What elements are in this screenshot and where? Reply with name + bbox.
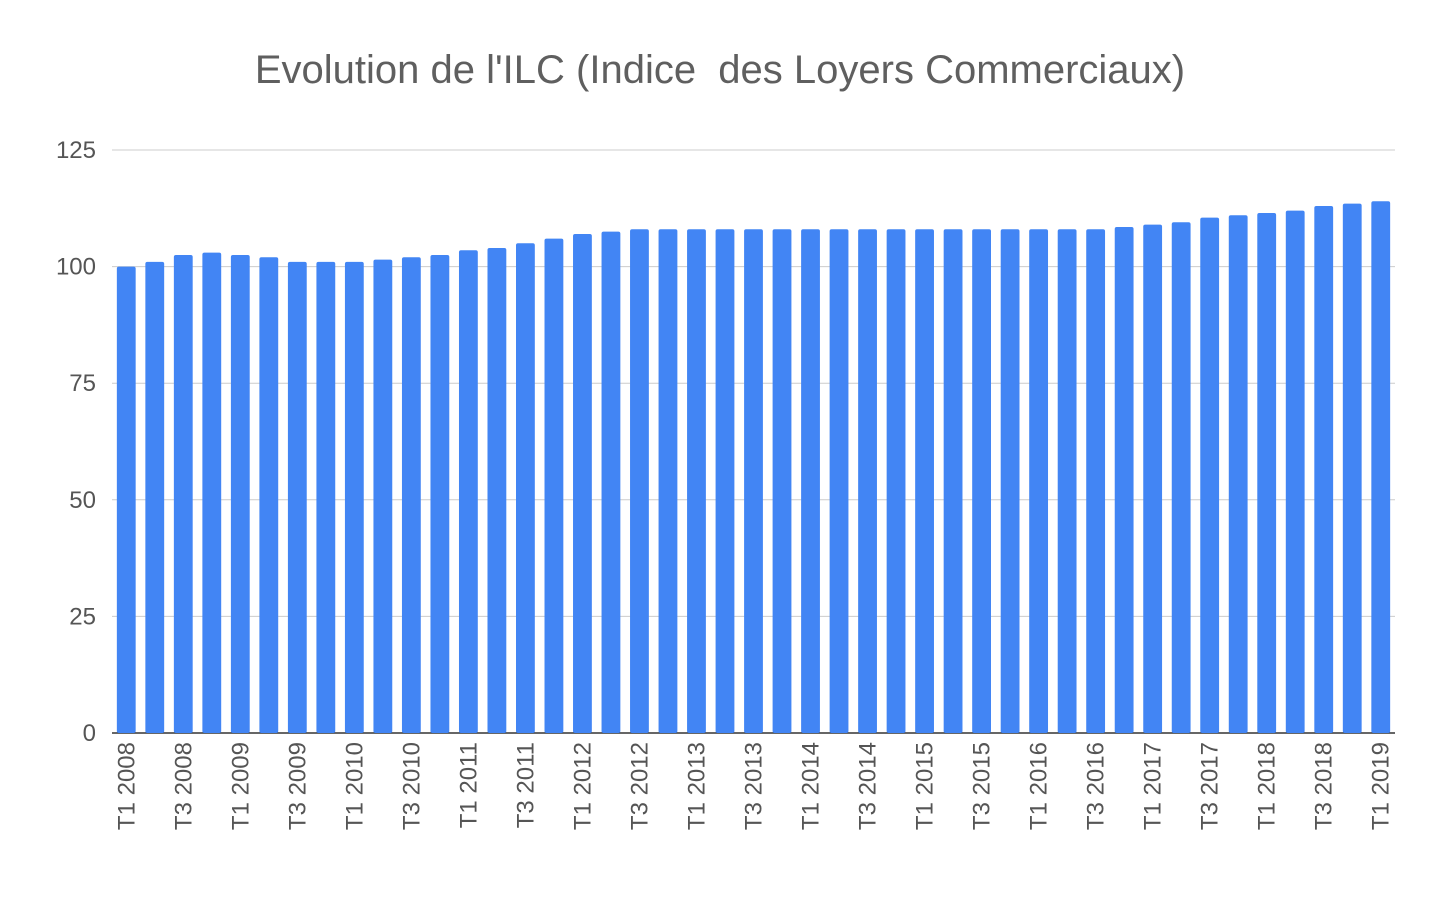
bar bbox=[401, 257, 421, 733]
y-tick-label: 0 bbox=[83, 720, 96, 747]
bar bbox=[344, 261, 364, 733]
bar bbox=[829, 229, 849, 733]
bar bbox=[487, 247, 507, 733]
bar bbox=[1029, 229, 1049, 733]
bar bbox=[544, 238, 564, 733]
bar bbox=[1342, 203, 1362, 734]
x-tick-label: T3 2014 bbox=[855, 742, 882, 830]
x-tick-label: T1 2017 bbox=[1140, 742, 1167, 830]
x-tick-label: T3 2015 bbox=[969, 742, 996, 830]
bars bbox=[116, 201, 1391, 734]
x-tick-label: T1 2014 bbox=[798, 742, 825, 830]
y-tick-label: 50 bbox=[69, 487, 96, 514]
bar bbox=[373, 259, 393, 733]
bar bbox=[173, 254, 193, 733]
bar bbox=[1228, 215, 1248, 733]
x-tick-label: T1 2010 bbox=[341, 742, 368, 830]
bar bbox=[287, 261, 307, 733]
y-tick-label: 25 bbox=[69, 603, 96, 630]
bar bbox=[1285, 210, 1305, 733]
bar bbox=[744, 229, 763, 733]
bar bbox=[1200, 217, 1220, 734]
x-tick-label: T1 2008 bbox=[113, 742, 140, 830]
bar bbox=[801, 229, 820, 733]
bar bbox=[915, 229, 934, 733]
bar bbox=[1257, 212, 1277, 734]
bar bbox=[1086, 229, 1106, 733]
bar bbox=[259, 257, 279, 733]
bar bbox=[1000, 229, 1020, 733]
bar bbox=[715, 229, 735, 733]
bar bbox=[458, 250, 478, 733]
x-tick-label: T3 2018 bbox=[1311, 742, 1338, 830]
bar bbox=[972, 229, 991, 733]
bar bbox=[516, 243, 535, 733]
bar bbox=[601, 231, 621, 733]
bar bbox=[1314, 205, 1334, 733]
x-tick-label: T1 2016 bbox=[1026, 742, 1053, 830]
x-tick-label: T1 2013 bbox=[683, 742, 710, 830]
x-tick-label: T3 2016 bbox=[1083, 742, 1110, 830]
bar bbox=[1114, 226, 1134, 733]
bar bbox=[430, 254, 450, 733]
x-tick-label: T1 2012 bbox=[569, 742, 596, 830]
bar bbox=[202, 252, 222, 733]
x-tick-label: T1 2009 bbox=[227, 742, 254, 830]
bar bbox=[630, 229, 649, 733]
y-tick-label: 125 bbox=[56, 137, 96, 164]
bar bbox=[772, 229, 792, 733]
bar bbox=[316, 261, 336, 733]
chart-title: Evolution de l'ILC (Indice des Loyers Co… bbox=[254, 48, 1186, 92]
bar bbox=[658, 229, 678, 733]
bar bbox=[1371, 201, 1391, 733]
bar bbox=[145, 261, 165, 733]
x-tick-label: T1 2018 bbox=[1254, 742, 1281, 830]
bar bbox=[886, 229, 906, 733]
bar bbox=[230, 254, 250, 733]
y-axis-ticks: 0 25 50 75 100 125 bbox=[56, 137, 96, 747]
bar bbox=[1171, 222, 1191, 734]
bar bbox=[1143, 224, 1163, 733]
x-tick-label: T3 2017 bbox=[1197, 742, 1224, 830]
x-tick-label: T1 2019 bbox=[1368, 742, 1395, 830]
bar bbox=[1057, 229, 1077, 733]
bar bbox=[687, 229, 706, 733]
x-tick-label: T3 2009 bbox=[284, 742, 311, 830]
x-tick-label: T3 2010 bbox=[398, 742, 425, 830]
x-tick-label: T1 2011 bbox=[455, 742, 482, 828]
x-axis-ticks: T1 2008 T3 2008 T1 2009 T3 2009 T1 2010 T3 20… bbox=[113, 742, 1394, 830]
x-tick-label: T3 2013 bbox=[741, 742, 768, 830]
bar bbox=[116, 266, 136, 733]
x-tick-label: T3 2012 bbox=[626, 742, 653, 830]
x-tick-label: T3 2008 bbox=[170, 742, 197, 830]
y-tick-label: 100 bbox=[56, 254, 96, 281]
bar bbox=[943, 229, 963, 733]
bar bbox=[858, 229, 877, 733]
x-tick-label: T3 2011 bbox=[512, 742, 539, 828]
bar bbox=[573, 233, 592, 733]
y-tick-label: 75 bbox=[69, 370, 96, 397]
x-tick-label: T1 2015 bbox=[912, 742, 939, 830]
